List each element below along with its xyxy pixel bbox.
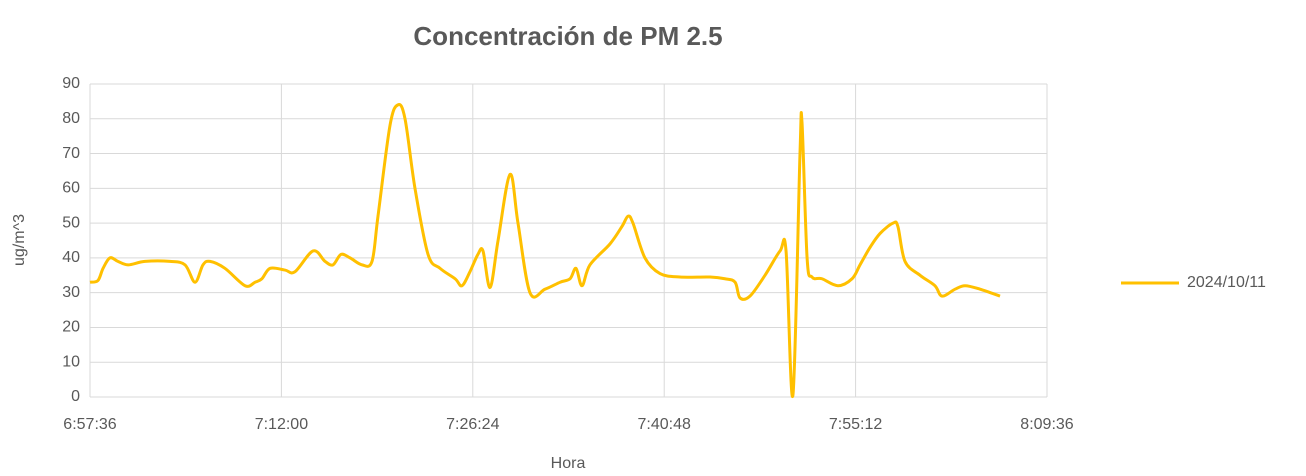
y-tick-label: 10 bbox=[62, 353, 80, 370]
y-tick-label: 20 bbox=[62, 319, 80, 336]
data-line bbox=[89, 103, 1001, 398]
y-axis-label: ug/m^3 bbox=[11, 214, 28, 266]
y-tick-label: 70 bbox=[62, 145, 80, 162]
x-axis-label: Hora bbox=[551, 455, 586, 472]
chart-title: Concentración de PM 2.5 bbox=[413, 21, 722, 51]
x-tick-label: 7:26:24 bbox=[446, 416, 499, 433]
x-tick-label: 8:09:36 bbox=[1020, 416, 1073, 433]
y-tick-label: 80 bbox=[62, 110, 80, 127]
x-tick-label: 7:40:48 bbox=[638, 416, 691, 433]
x-tick-label: 7:55:12 bbox=[829, 416, 882, 433]
y-tick-label: 30 bbox=[62, 284, 80, 301]
legend-label: 2024/10/11 bbox=[1187, 274, 1266, 291]
x-tick-label: 6:57:36 bbox=[63, 416, 116, 433]
y-tick-label: 40 bbox=[62, 249, 80, 266]
x-tick-label: 7:12:00 bbox=[255, 416, 308, 433]
y-tick-label: 60 bbox=[62, 180, 80, 197]
y-tick-label: 90 bbox=[62, 75, 80, 92]
y-tick-label: 50 bbox=[62, 214, 80, 231]
y-tick-label: 0 bbox=[71, 388, 80, 405]
